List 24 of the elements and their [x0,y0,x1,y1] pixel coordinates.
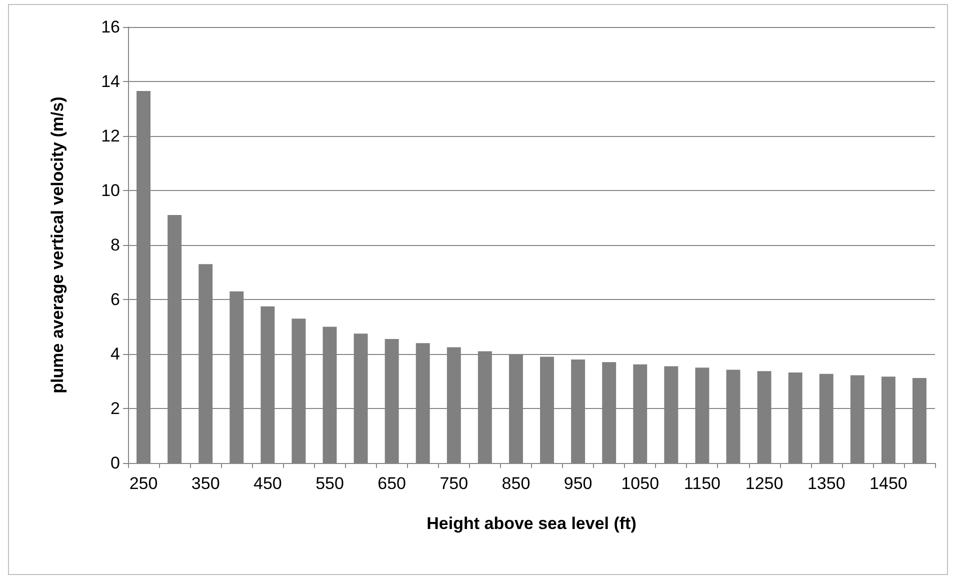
x-tick-label: 450 [253,474,282,493]
x-tick-label: 550 [316,474,344,493]
y-tick-label: 2 [110,399,120,418]
y-tick-label: 8 [110,236,120,254]
y-tick-label: 16 [101,18,120,36]
x-tick-label: 1450 [870,474,908,493]
x-tick-label: 850 [502,474,530,493]
y-tick-label: 0 [110,454,120,472]
x-tick-label: 650 [378,474,406,493]
y-tick-label: 14 [101,72,120,91]
y-tick-label: 10 [101,181,120,200]
x-tick-label: 1050 [621,474,660,493]
y-tick-label: 4 [110,344,120,364]
x-axis-title: Height above sea level (ft) [426,514,636,533]
y-tick-label: 12 [101,126,120,146]
x-tick-label: 350 [191,474,220,493]
x-tick-label: 1150 [684,474,720,493]
y-tick-label: 6 [110,290,120,309]
x-tick-label: 750 [440,474,468,493]
y-axis-title: plume average vertical velocity (m/s) [48,96,67,394]
x-tick-label: 1250 [745,474,784,493]
x-tick-label: 1350 [807,474,846,493]
x-tick-label: 950 [564,474,592,493]
x-tick-label: 250 [129,474,158,493]
